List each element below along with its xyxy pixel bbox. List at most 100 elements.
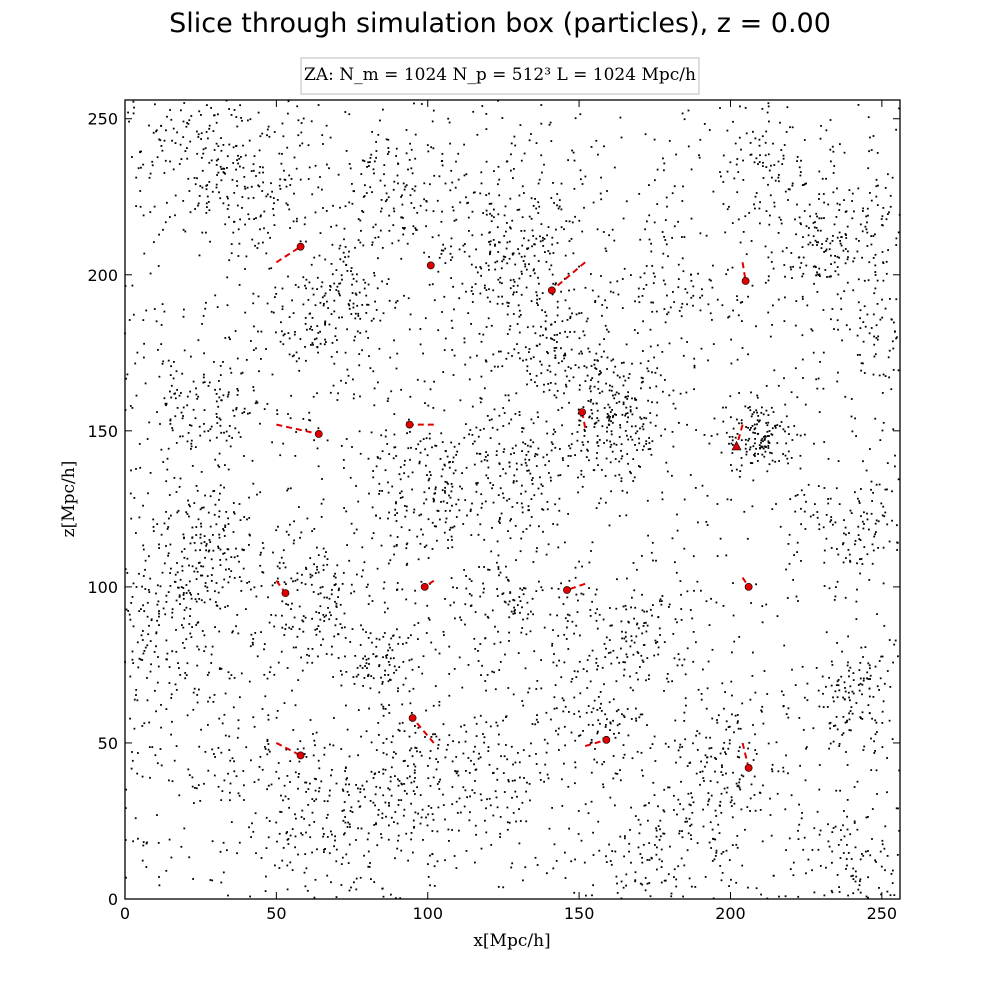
particle-point	[319, 605, 322, 608]
particle-point	[357, 754, 359, 757]
particle-point	[334, 624, 337, 627]
particle-point	[375, 156, 377, 159]
particle-point	[303, 753, 306, 755]
particle-point	[530, 197, 533, 200]
particle-point	[505, 744, 507, 746]
particle-point	[834, 724, 837, 727]
particle-point	[237, 228, 240, 231]
particle-point	[382, 707, 385, 710]
particle-point	[142, 844, 145, 847]
particle-point	[387, 562, 390, 565]
particle-point	[896, 854, 899, 856]
particle-point	[310, 263, 313, 266]
particle-point	[281, 614, 283, 617]
particle-point	[624, 379, 627, 382]
particle-point	[316, 288, 318, 290]
particle-point	[633, 641, 636, 644]
particle-point	[761, 453, 764, 456]
particle-point	[291, 689, 293, 692]
particle-point	[752, 431, 755, 434]
particle-point	[562, 699, 565, 702]
particle-point	[189, 542, 192, 545]
particle-point	[588, 459, 590, 462]
particle-point	[889, 686, 892, 688]
particle-point	[585, 711, 588, 714]
particle-point	[337, 173, 340, 176]
particle-point	[520, 270, 523, 273]
particle-point	[787, 772, 789, 775]
particle-point	[306, 889, 309, 892]
particle-point	[709, 821, 712, 824]
particle-point	[428, 757, 431, 760]
particle-point	[335, 269, 338, 271]
particle-point	[535, 237, 538, 240]
particle-point	[727, 726, 730, 728]
particle-point	[529, 445, 532, 448]
particle-point	[817, 229, 819, 232]
particle-point	[847, 635, 849, 638]
particle-point	[739, 788, 742, 791]
particle-point	[526, 369, 529, 372]
particle-point	[521, 216, 524, 219]
particle-point	[201, 169, 204, 172]
particle-point	[875, 531, 877, 533]
particle-point	[185, 511, 188, 514]
particle-point	[860, 488, 862, 490]
particle-point	[769, 814, 772, 816]
particle-point	[397, 642, 400, 645]
particle-point	[420, 513, 422, 516]
particle-point	[388, 299, 391, 302]
particle-point	[581, 352, 583, 355]
particle-point	[317, 554, 320, 556]
particle-point	[802, 256, 805, 259]
particle-point	[759, 809, 762, 811]
particle-point	[744, 405, 747, 408]
particle-point	[439, 778, 441, 781]
particle-point	[710, 435, 713, 437]
particle-point	[203, 541, 206, 543]
particle-point	[181, 565, 184, 568]
particle-point	[504, 653, 506, 656]
particle-point	[485, 128, 488, 130]
particle-point	[231, 437, 233, 439]
particle-point	[187, 177, 190, 180]
particle-point	[442, 500, 445, 503]
particle-point	[603, 683, 605, 686]
particle-point	[654, 639, 657, 642]
particle-point	[530, 357, 532, 360]
particle-point	[148, 176, 151, 179]
particle-point	[791, 126, 794, 129]
particle-point	[749, 142, 752, 144]
particle-point	[415, 448, 417, 450]
particle-point	[533, 243, 535, 246]
particle-point	[400, 526, 403, 529]
particle-point	[183, 548, 186, 550]
particle-point	[402, 217, 404, 219]
particle-point	[337, 633, 339, 635]
particle-point	[183, 647, 186, 649]
particle-point	[510, 453, 512, 456]
particle-point	[471, 234, 474, 237]
particle-point	[840, 236, 843, 238]
particle-point	[302, 418, 305, 420]
particle-point	[183, 349, 186, 352]
particle-point	[144, 568, 146, 571]
particle-point	[414, 731, 417, 734]
particle-point	[395, 367, 398, 370]
particle-point	[217, 113, 219, 116]
particle-point	[149, 670, 152, 673]
particle-point	[767, 421, 770, 424]
particle-point	[814, 239, 817, 242]
particle-point	[409, 749, 411, 752]
particle-point	[518, 596, 521, 598]
particle-point	[733, 802, 736, 805]
particle-point	[688, 817, 691, 820]
particle-point	[323, 555, 326, 558]
particle-point	[596, 441, 599, 444]
particle-point	[496, 595, 499, 597]
particle-point	[849, 561, 852, 563]
particle-point	[731, 694, 733, 697]
particle-point	[322, 304, 325, 307]
particle-point	[394, 306, 397, 309]
particle-point	[612, 371, 615, 374]
